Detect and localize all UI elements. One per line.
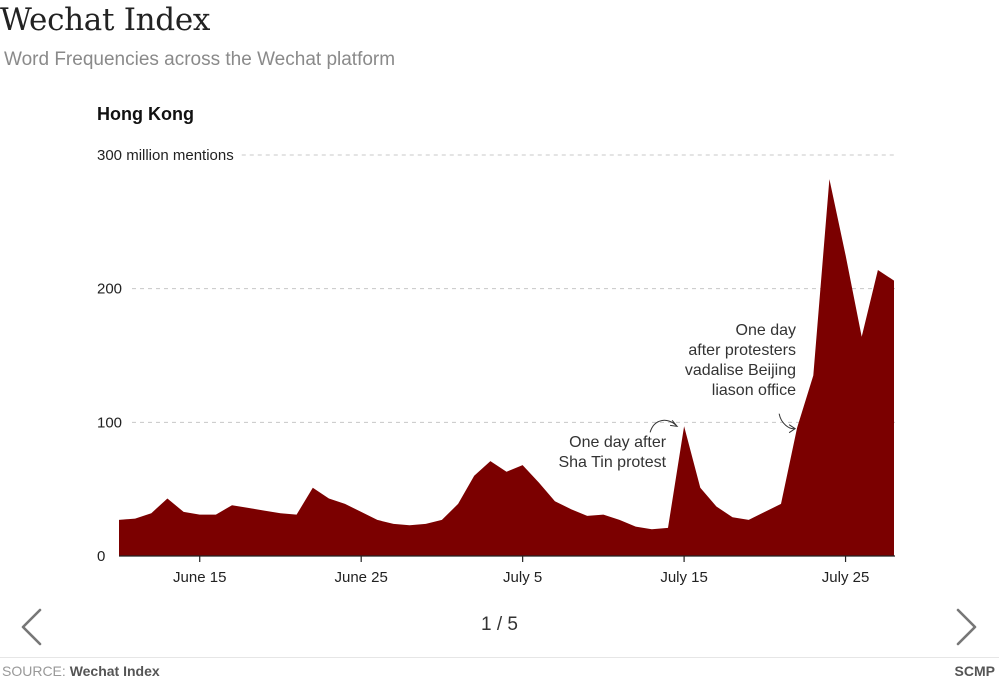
annotation-text: One day after: [569, 434, 667, 451]
x-tick-label: July 15: [660, 569, 708, 586]
annotation-text: vadalise Beijing: [685, 362, 796, 379]
chart-title: Hong Kong: [97, 104, 194, 124]
footer-divider: [0, 657, 999, 658]
source-name: Wechat Index: [69, 663, 160, 679]
x-tick-label: June 25: [334, 569, 387, 586]
annotation-arrow: [778, 413, 796, 430]
area-chart: Hong Kong 0 100 200 300 million mentions Ju…: [97, 104, 895, 586]
annotation-arrowhead: [670, 420, 679, 428]
annotation-arrowhead: [788, 424, 797, 434]
source-label: SOURCE:: [2, 663, 66, 679]
x-tick-label: June 15: [173, 569, 226, 586]
annotation-text: Sha Tin protest: [558, 454, 666, 471]
x-tick-label: July 5: [503, 569, 542, 586]
y-tick-label: 100: [97, 414, 122, 431]
annotation-text: One day: [736, 322, 796, 339]
page-title: Wechat Index: [0, 2, 211, 38]
annotation-text: after protesters: [688, 342, 796, 359]
series-area: [119, 179, 894, 556]
x-tick-label: July 25: [822, 569, 870, 586]
previous-button[interactable]: [14, 606, 50, 648]
chevron-left-icon: [21, 608, 42, 646]
brand-logo: SCMP: [954, 663, 995, 679]
next-button[interactable]: [948, 606, 984, 648]
chevron-right-icon: [956, 608, 977, 646]
y-tick-label: 300 million mentions: [97, 147, 234, 164]
y-tick-label: 200: [97, 281, 122, 298]
annotation-arrow: [649, 419, 677, 433]
page-subtitle: Word Frequencies across the Wechat platf…: [4, 49, 396, 70]
pager-indicator: 1 / 5: [481, 614, 518, 635]
y-tick-label: 0: [97, 548, 105, 565]
source-credit: SOURCE: Wechat Index: [2, 663, 160, 679]
annotation-text: liason office: [712, 382, 796, 399]
